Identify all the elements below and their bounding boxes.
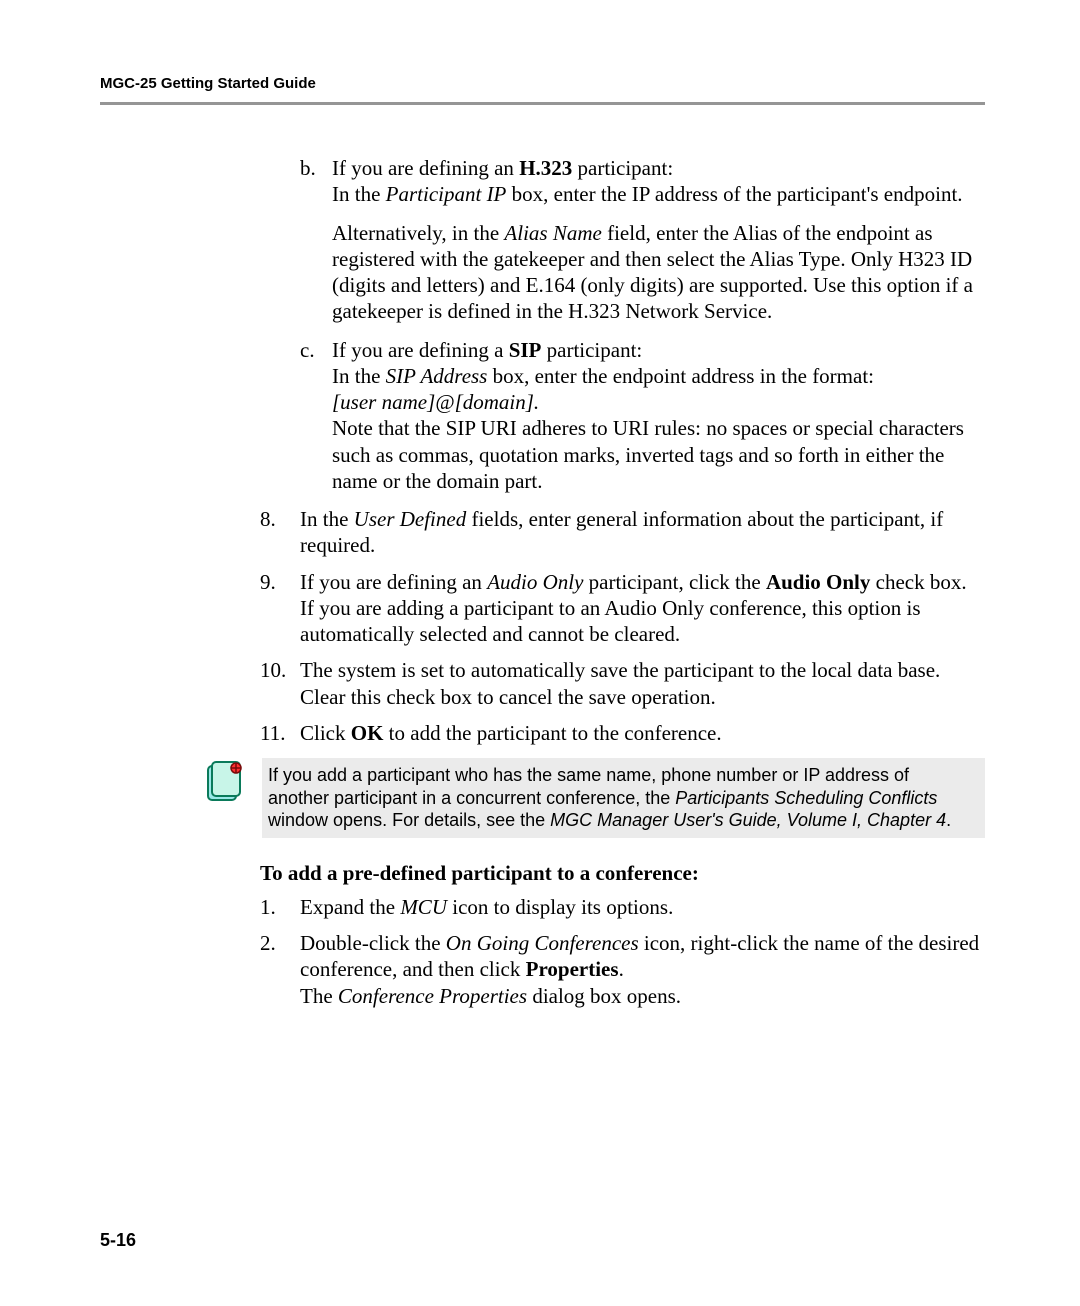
text-italic: MCU bbox=[400, 895, 447, 919]
text-italic: User Defined bbox=[354, 507, 467, 531]
text: box, enter the IP address of the partici… bbox=[506, 182, 962, 206]
text-bold: OK bbox=[351, 721, 384, 745]
text: Note that the SIP URI adheres to URI rul… bbox=[332, 416, 964, 493]
page-number: 5-16 bbox=[100, 1230, 136, 1251]
marker-9: 9. bbox=[260, 569, 300, 648]
body-content: b. If you are defining an H.323 particip… bbox=[260, 155, 985, 1009]
body-b: If you are defining an H.323 participant… bbox=[332, 155, 985, 325]
body-11: Click OK to add the participant to the c… bbox=[300, 720, 985, 746]
page: MGC-25 Getting Started Guide b. If you a… bbox=[0, 0, 1080, 1306]
body2-2: Double-click the On Going Conferences ic… bbox=[300, 930, 985, 1009]
sub-item-b: b. If you are defining an H.323 particip… bbox=[300, 155, 985, 325]
text: In the bbox=[332, 182, 386, 206]
section-heading: To add a pre-defined participant to a co… bbox=[260, 860, 985, 886]
steps-list-2: 1. Expand the MCU icon to display its op… bbox=[260, 894, 985, 1009]
text-italic: MGC Manager User's Guide, Volume I, Chap… bbox=[550, 810, 946, 830]
text-bold: H.323 bbox=[519, 156, 572, 180]
sub-item-c: c. If you are defining a SIP participant… bbox=[300, 337, 985, 495]
text: In the bbox=[300, 507, 354, 531]
body-c: If you are defining a SIP participant: I… bbox=[332, 337, 985, 495]
marker2-2: 2. bbox=[260, 930, 300, 1009]
step-9: 9. If you are defining an Audio Only par… bbox=[260, 569, 985, 648]
step2-1: 1. Expand the MCU icon to display its op… bbox=[260, 894, 985, 920]
text: If you are defining a bbox=[332, 338, 509, 362]
header-rule bbox=[100, 102, 985, 105]
text-bold: Properties bbox=[526, 957, 619, 981]
text: box, enter the endpoint address in the f… bbox=[487, 364, 874, 388]
text: If you are defining an bbox=[300, 570, 487, 594]
marker-c: c. bbox=[300, 337, 332, 495]
body2-1: Expand the MCU icon to display its optio… bbox=[300, 894, 985, 920]
sub-list-bc: b. If you are defining an H.323 particip… bbox=[300, 155, 985, 494]
text-bold: SIP bbox=[509, 338, 542, 362]
text: If you are defining an bbox=[332, 156, 519, 180]
text-bold: Audio Only bbox=[766, 570, 870, 594]
text: . bbox=[619, 957, 624, 981]
text: Double-click the bbox=[300, 931, 446, 955]
text: participant, click the bbox=[583, 570, 766, 594]
step-11: 11. Click OK to add the participant to t… bbox=[260, 720, 985, 746]
text: participant: bbox=[572, 156, 673, 180]
text: . bbox=[946, 810, 951, 830]
running-header: MGC-25 Getting Started Guide bbox=[100, 75, 985, 92]
text-italic: On Going Conferences bbox=[446, 931, 639, 955]
body-8: In the User Defined fields, enter genera… bbox=[300, 506, 985, 559]
marker-10: 10. bbox=[260, 657, 300, 710]
para: Alternatively, in the Alias Name field, … bbox=[332, 220, 985, 325]
step-10: 10. The system is set to automatically s… bbox=[260, 657, 985, 710]
note-icon bbox=[200, 760, 248, 814]
marker-11: 11. bbox=[260, 720, 300, 746]
marker2-1: 1. bbox=[260, 894, 300, 920]
note-row: If you add a participant who has the sam… bbox=[200, 758, 985, 838]
text: Alternatively, in the bbox=[332, 221, 504, 245]
text: icon to display its options. bbox=[447, 895, 673, 919]
note-box: If you add a participant who has the sam… bbox=[262, 758, 985, 838]
marker-8: 8. bbox=[260, 506, 300, 559]
text: participant: bbox=[541, 338, 642, 362]
text: In the bbox=[332, 364, 386, 388]
marker-b: b. bbox=[300, 155, 332, 325]
text-italic: SIP Address bbox=[386, 364, 488, 388]
text: The bbox=[300, 984, 338, 1008]
step2-2: 2. Double-click the On Going Conferences… bbox=[260, 930, 985, 1009]
text: Click bbox=[300, 721, 351, 745]
text: Expand the bbox=[300, 895, 400, 919]
steps-list: 8. In the User Defined fields, enter gen… bbox=[260, 506, 985, 746]
body-10: The system is set to automatically save … bbox=[300, 657, 985, 710]
text: dialog box opens. bbox=[527, 984, 681, 1008]
text: to add the participant to the conference… bbox=[383, 721, 721, 745]
step-8: 8. In the User Defined fields, enter gen… bbox=[260, 506, 985, 559]
text-italic: Audio Only bbox=[487, 570, 583, 594]
text-italic: [user name]@[domain]. bbox=[332, 390, 539, 414]
text: window opens. For details, see the bbox=[268, 810, 550, 830]
text-italic: Participants Scheduling Conflicts bbox=[675, 788, 937, 808]
text-italic: Conference Properties bbox=[338, 984, 527, 1008]
body-9: If you are defining an Audio Only partic… bbox=[300, 569, 985, 648]
text-italic: Participant IP bbox=[386, 182, 507, 206]
text-italic: Alias Name bbox=[504, 221, 601, 245]
